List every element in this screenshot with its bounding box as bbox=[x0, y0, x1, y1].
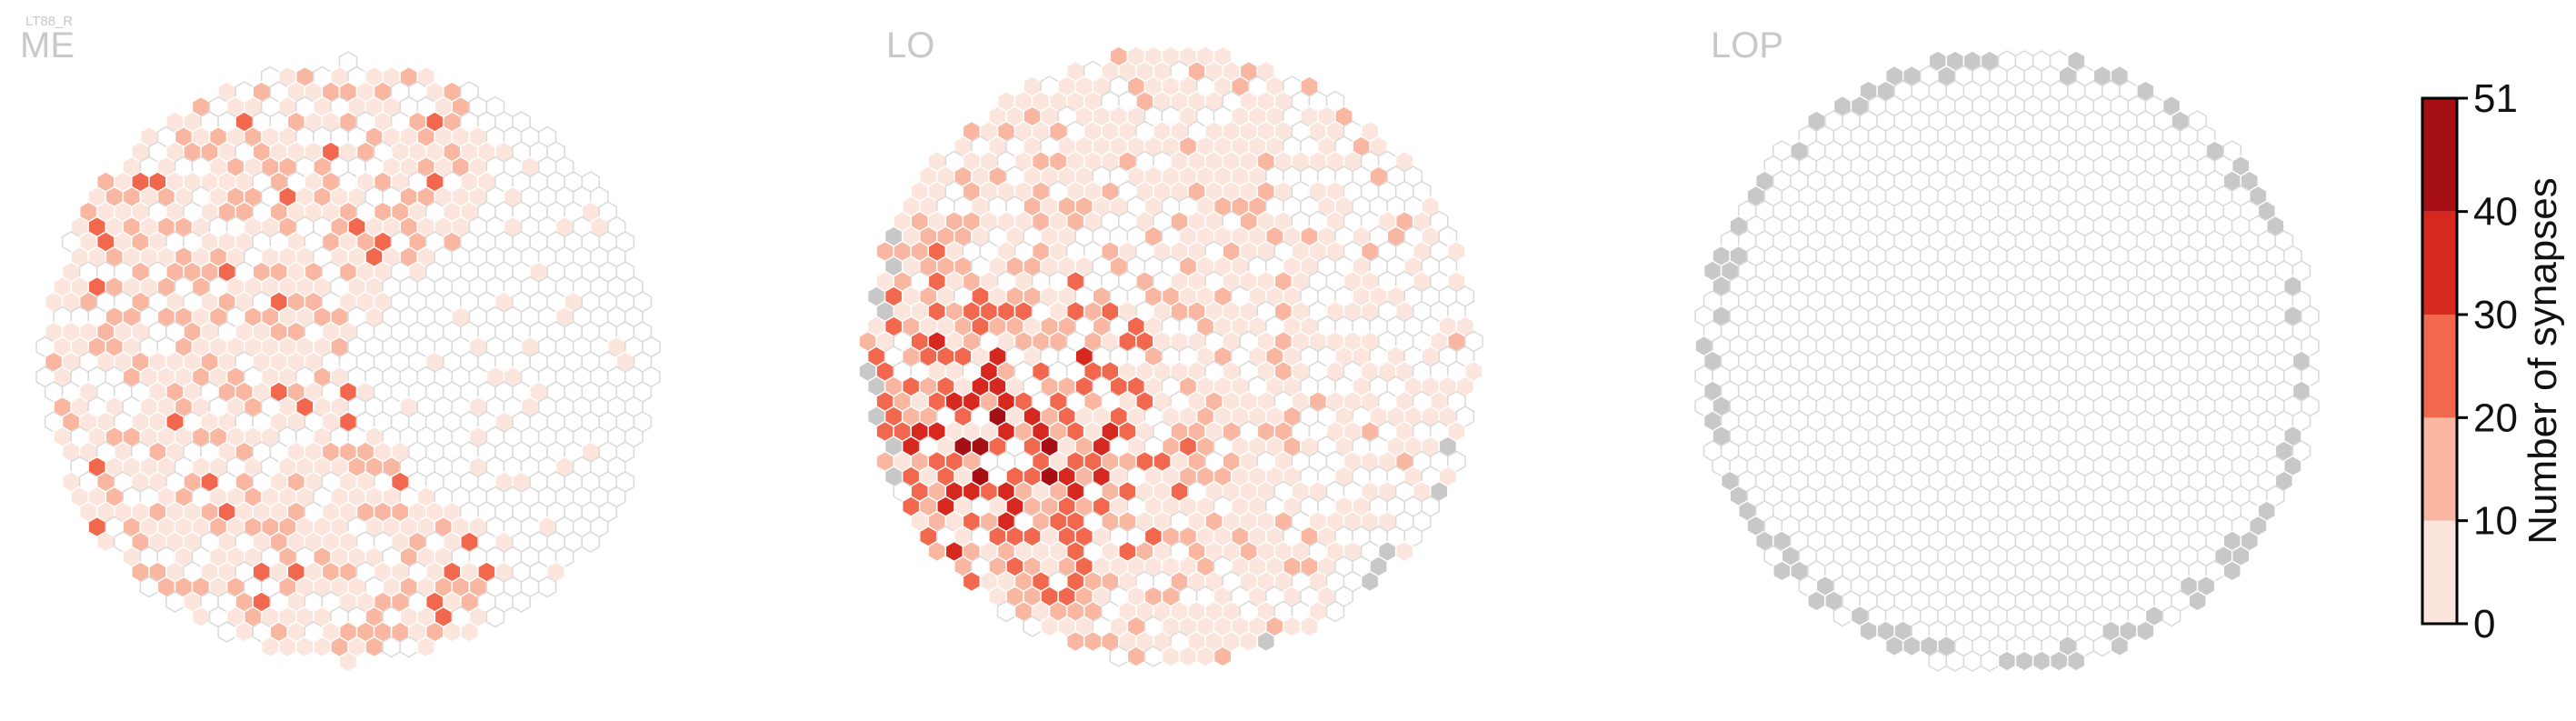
hex-column-filled bbox=[1283, 616, 1302, 637]
hex-column-filled bbox=[95, 531, 115, 553]
colorbar-tick-label: 30 bbox=[2473, 293, 2518, 337]
hex-column-filled bbox=[1195, 646, 1215, 667]
hex-column-grey bbox=[1997, 650, 2017, 672]
hex-column-filled bbox=[1065, 630, 1085, 653]
hex-column bbox=[217, 621, 236, 643]
hexgrid-lop bbox=[1694, 50, 2320, 672]
hex-column-filled bbox=[1126, 646, 1146, 667]
hex-column-filled bbox=[927, 540, 947, 563]
colorbar-bins bbox=[2422, 98, 2457, 624]
hex-column-filled bbox=[364, 636, 384, 658]
hex-column-grey bbox=[1884, 635, 1904, 657]
colorbar-ticks: 0 10 20 30 40 51 bbox=[2457, 76, 2518, 646]
hex-column-filled bbox=[191, 606, 211, 628]
colorbar-tick-label: 10 bbox=[2473, 499, 2518, 544]
colorbar-frame bbox=[2421, 96, 2459, 626]
colorbar-title: Number of synapses bbox=[2521, 177, 2565, 545]
panel-lo: LO bbox=[858, 25, 1483, 667]
hex-column-filled bbox=[1394, 540, 1414, 563]
hex-column-filled bbox=[1083, 630, 1103, 653]
panel-title-me: ME bbox=[20, 25, 75, 65]
hex-column bbox=[139, 576, 159, 598]
hex-column-filled bbox=[1161, 646, 1181, 667]
hex-column-grey bbox=[2014, 650, 2034, 672]
hex-column bbox=[1143, 646, 1163, 667]
hex-column bbox=[1980, 650, 2000, 672]
hex-column bbox=[996, 600, 1016, 623]
cell-type-label: LT88_R bbox=[25, 14, 73, 29]
colorbar-bin-1 bbox=[2422, 417, 2457, 521]
colorbar-bin-0 bbox=[2422, 520, 2457, 624]
hex-column bbox=[1928, 650, 1948, 672]
colorbar-tick-label: 40 bbox=[2473, 190, 2518, 235]
hex-column-grey bbox=[2136, 620, 2155, 642]
hex-column-filled bbox=[235, 621, 254, 643]
hex-column bbox=[2092, 635, 2112, 657]
hex-column bbox=[1023, 616, 1042, 637]
hex-column-filled bbox=[295, 636, 315, 658]
hex-column-grey bbox=[2222, 560, 2242, 582]
hex-column-filled bbox=[1213, 646, 1233, 667]
hex-column bbox=[382, 636, 401, 658]
hex-column bbox=[537, 576, 557, 598]
hex-column-filled bbox=[1300, 616, 1319, 637]
hex-column-grey bbox=[1256, 630, 1276, 653]
hex-column-filled bbox=[962, 570, 982, 593]
colorbar-bin-4 bbox=[2422, 98, 2457, 212]
hex-column bbox=[1109, 646, 1129, 667]
hex-column-grey bbox=[1859, 620, 1878, 642]
hex-column-grey bbox=[1772, 560, 1792, 582]
panel-title-lop: LOP bbox=[1711, 25, 1783, 65]
hex-column-filled bbox=[1178, 646, 1198, 667]
hex-column-filled bbox=[313, 636, 332, 658]
hex-column-filled bbox=[338, 651, 358, 673]
colorbar-tick-label: 20 bbox=[2473, 396, 2518, 440]
hex-column-filled bbox=[443, 621, 462, 643]
hex-column bbox=[581, 531, 601, 553]
hex-column-grey bbox=[2049, 650, 2069, 672]
colorbar-bin-2 bbox=[2422, 315, 2457, 418]
colorbar-bin-3 bbox=[2422, 211, 2457, 315]
hex-column-grey bbox=[2066, 650, 2086, 672]
panel-title-lo: LO bbox=[886, 25, 934, 65]
hex-column-filled bbox=[278, 636, 297, 658]
hex-column bbox=[1325, 600, 1345, 623]
hex-column-grey bbox=[1807, 590, 1826, 612]
hex-column-grey bbox=[1360, 570, 1380, 593]
hexgrid-me bbox=[35, 51, 661, 673]
hex-column bbox=[1832, 605, 1852, 627]
panel-lop: LOP bbox=[1694, 25, 2320, 672]
hex-column-grey bbox=[1902, 635, 1922, 657]
hex-column bbox=[485, 606, 505, 628]
hex-column bbox=[2162, 605, 2182, 627]
hex-column-grey bbox=[2188, 590, 2207, 612]
hex-column-grey bbox=[2032, 650, 2052, 672]
colorbar: 0 10 20 30 40 51 Number of synapses bbox=[2421, 76, 2565, 646]
panel-me: ME bbox=[20, 25, 661, 673]
hex-column-filled bbox=[260, 636, 280, 658]
hex-column bbox=[399, 636, 418, 658]
colorbar-tick-label: 0 bbox=[2473, 602, 2495, 646]
hex-column bbox=[165, 591, 185, 613]
hex-column-filled bbox=[416, 636, 436, 658]
hex-column bbox=[512, 591, 531, 613]
hex-column-filled bbox=[1040, 616, 1059, 637]
hex-column bbox=[1962, 650, 1982, 672]
hex-column-filled bbox=[1239, 630, 1259, 653]
hexgrid-lo bbox=[858, 45, 1483, 667]
hex-column bbox=[1945, 650, 1965, 672]
hex-column-filled bbox=[460, 621, 479, 643]
colorbar-tick-label: 51 bbox=[2473, 76, 2518, 121]
hex-column-grey bbox=[2110, 635, 2130, 657]
